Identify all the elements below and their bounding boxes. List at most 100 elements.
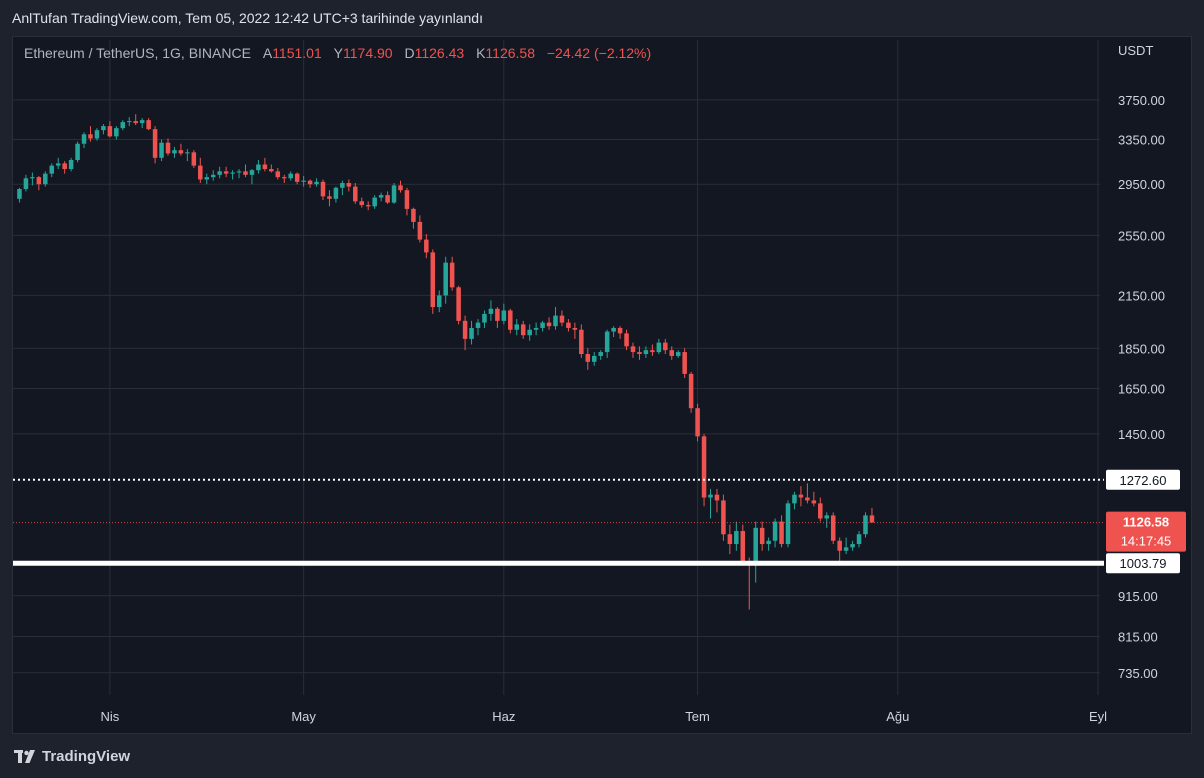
candle-body bbox=[327, 196, 332, 199]
candle-body bbox=[372, 197, 377, 207]
candle-body bbox=[675, 352, 681, 356]
candle-body bbox=[294, 173, 300, 182]
candle-body bbox=[824, 515, 830, 519]
candle-body bbox=[469, 327, 474, 339]
candle-body bbox=[411, 208, 416, 222]
candle-body bbox=[650, 350, 655, 353]
candle-body bbox=[198, 165, 203, 180]
y-tick-label: 3750.00 bbox=[1118, 93, 1165, 108]
candle-body bbox=[830, 515, 836, 541]
candle-body bbox=[281, 177, 287, 179]
candle-body bbox=[17, 189, 22, 199]
candle-body bbox=[805, 497, 810, 501]
candle-body bbox=[779, 521, 784, 545]
symbol-title[interactable]: Ethereum / TetherUS, 1G, BINANCE bbox=[24, 45, 251, 61]
candle-body bbox=[378, 195, 384, 198]
candle-body bbox=[501, 310, 507, 321]
x-tick-label: Eyl bbox=[1089, 709, 1107, 724]
candle-body bbox=[488, 308, 494, 314]
candle-body bbox=[643, 350, 649, 355]
candle-body bbox=[837, 540, 842, 551]
candle-body bbox=[617, 327, 623, 334]
candle-body bbox=[727, 534, 733, 545]
candle-body bbox=[811, 500, 817, 504]
candle-body bbox=[269, 169, 274, 172]
y-tick-label: 2550.00 bbox=[1118, 228, 1165, 243]
candle-body bbox=[753, 527, 758, 565]
candle-body bbox=[107, 126, 113, 137]
candle-body bbox=[249, 170, 255, 175]
candle-body bbox=[314, 181, 319, 185]
snapshot-caption: AnlTufan TradingView.com, Tem 05, 2022 1… bbox=[12, 10, 483, 26]
candle-body bbox=[456, 287, 461, 321]
candle-body bbox=[843, 547, 849, 551]
candle-body bbox=[62, 163, 67, 170]
candle-body bbox=[740, 531, 746, 562]
candle-body bbox=[30, 177, 35, 179]
candle-body bbox=[772, 521, 778, 541]
ohlc-legend: Ethereum / TetherUS, 1G, BINANCE A1151.0… bbox=[24, 45, 651, 61]
y-tick-label: 1650.00 bbox=[1118, 381, 1165, 396]
candle-body bbox=[340, 183, 345, 188]
candle-body bbox=[385, 195, 390, 203]
candle-body bbox=[217, 171, 222, 175]
candle-body bbox=[256, 164, 261, 171]
candle-body bbox=[346, 183, 352, 187]
candle-body bbox=[391, 185, 397, 203]
tradingview-logo[interactable]: TradingView bbox=[14, 748, 130, 765]
candle-body bbox=[566, 322, 571, 328]
candle-body bbox=[165, 142, 171, 154]
y-tick-label: 1850.00 bbox=[1118, 341, 1165, 356]
candle-body bbox=[262, 164, 268, 170]
candle-body bbox=[688, 373, 694, 409]
footer-brand: TradingView bbox=[42, 748, 131, 765]
candle-body bbox=[365, 205, 371, 207]
x-tick-label: Ağu bbox=[886, 709, 909, 724]
last-price-tag bbox=[1106, 511, 1186, 552]
close-value: 1126.58 bbox=[485, 45, 535, 61]
y-tick-label: 735.00 bbox=[1118, 666, 1158, 681]
candle-body bbox=[55, 163, 61, 166]
candle-body bbox=[514, 324, 520, 330]
chart-area[interactable] bbox=[12, 36, 1192, 734]
candle-body bbox=[798, 494, 804, 498]
candle-body bbox=[533, 327, 539, 330]
candle-body bbox=[210, 174, 216, 178]
y-tick-label: 915.00 bbox=[1118, 589, 1158, 604]
candle-body bbox=[68, 160, 74, 170]
candle-body bbox=[126, 121, 132, 123]
candle-body bbox=[172, 150, 177, 154]
candle-body bbox=[695, 408, 700, 437]
price-line-tag bbox=[1106, 469, 1180, 490]
candle-body bbox=[139, 120, 145, 124]
candle-body bbox=[527, 329, 532, 336]
low-value: 1126.43 bbox=[414, 45, 465, 61]
candle-body bbox=[120, 122, 126, 129]
candle-body bbox=[223, 171, 229, 174]
candle-body bbox=[682, 352, 687, 374]
candle-body bbox=[430, 252, 436, 308]
y-tick-label: 815.00 bbox=[1118, 629, 1158, 644]
candle-body bbox=[23, 178, 29, 190]
candle-body bbox=[572, 327, 578, 330]
candle-body bbox=[49, 165, 55, 174]
candle-body bbox=[624, 333, 629, 347]
candle-body bbox=[637, 352, 642, 355]
candle-body bbox=[424, 239, 429, 253]
x-tick-label: May bbox=[291, 709, 316, 724]
y-tick-label: 1450.00 bbox=[1118, 427, 1165, 442]
high-value: 1174.90 bbox=[343, 45, 393, 61]
candle-body bbox=[443, 262, 448, 296]
last-price-value: 1126.58 bbox=[1123, 515, 1169, 530]
candle-body bbox=[101, 126, 106, 131]
candle-body bbox=[553, 315, 558, 327]
y-tick-label: 2150.00 bbox=[1118, 288, 1165, 303]
open-value: 1151.01 bbox=[272, 45, 322, 61]
candle-body bbox=[630, 346, 636, 353]
x-tick-label: Tem bbox=[685, 709, 710, 724]
candle-body bbox=[353, 186, 358, 202]
candle-body bbox=[88, 134, 93, 139]
candle-body bbox=[436, 295, 442, 308]
price-line-tag-label: 1003.79 bbox=[1120, 556, 1167, 571]
